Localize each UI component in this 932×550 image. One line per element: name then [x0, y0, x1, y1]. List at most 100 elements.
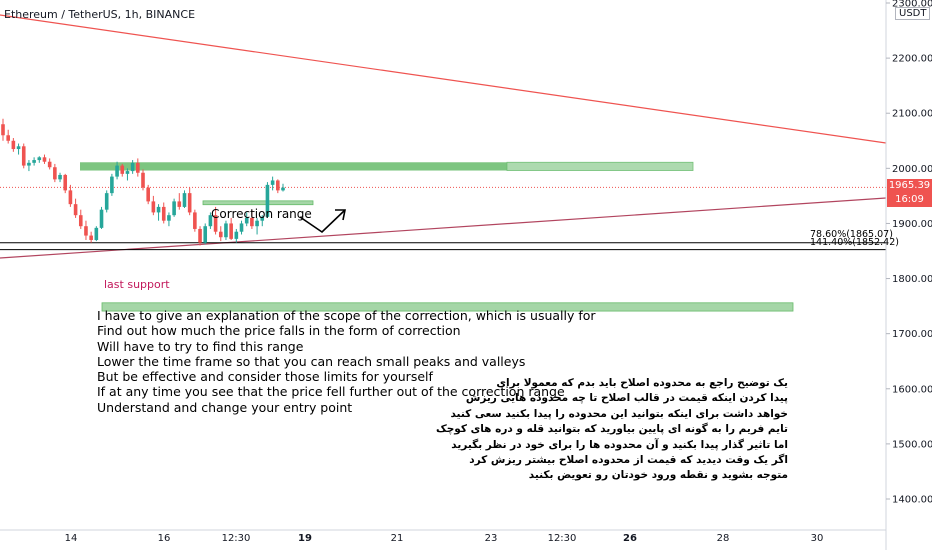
y-tick-label: 2100.00: [892, 109, 932, 120]
candle-body: [6, 135, 10, 141]
candle-body: [213, 215, 218, 232]
bar-countdown-tag: 16:09: [887, 193, 932, 207]
last-price-tag: 1965.39: [887, 179, 932, 193]
candle-body: [203, 226, 208, 243]
candle-body: [130, 162, 135, 172]
candle-body: [161, 206, 166, 221]
candle-body: [255, 220, 259, 227]
candle: [229, 217, 233, 240]
candle-body: [94, 227, 99, 240]
candle: [84, 220, 88, 240]
candle-body: [198, 228, 202, 243]
candle: [208, 212, 213, 229]
candle-body: [84, 226, 88, 236]
support-zone: [101, 302, 794, 312]
candle: [177, 193, 182, 210]
candle: [11, 138, 16, 152]
candle: [182, 190, 187, 209]
y-tick-label: 2000.00: [892, 164, 932, 175]
annotation-line-fa: متوجه بشوید و نقطه ورود خودتان رو تعویض …: [528, 469, 788, 482]
candle: [167, 212, 171, 227]
candle-body: [276, 180, 280, 191]
candle: [130, 160, 135, 174]
candle: [218, 226, 223, 242]
candle: [37, 156, 42, 163]
candle-body: [136, 162, 140, 173]
y-tick-label: 1400.00: [892, 495, 932, 506]
annotation-line-fa: خواهد داشت برای اینکه بتوانید این محدوده…: [450, 407, 788, 420]
candle: [120, 163, 125, 177]
candle: [21, 143, 26, 169]
candles-layer: [1, 118, 285, 246]
candle-body: [89, 235, 93, 240]
annotation-line-fa: اما تاثیر گذار پیدا بکنید و آن محدوده ها…: [451, 438, 788, 451]
candle: [115, 161, 119, 180]
candle-body: [281, 187, 285, 191]
candle-body: [146, 187, 150, 202]
candle: [42, 154, 47, 164]
x-tick-label: 28: [717, 533, 730, 544]
candle: [203, 223, 208, 245]
candle: [213, 206, 218, 235]
fib-1414-label: 141.40%(1852.42): [810, 237, 899, 248]
x-tick-label: 12:30: [548, 533, 577, 544]
fib-786-label: 78.60%(1865.07): [810, 229, 893, 240]
candle: [250, 209, 254, 229]
annotation-line: Find out how much the price falls in the…: [97, 323, 461, 339]
candle-body: [32, 160, 36, 163]
candle: [224, 220, 228, 240]
candle: [27, 160, 31, 172]
candle: [89, 231, 93, 243]
candle: [172, 198, 176, 217]
candle-body: [156, 206, 161, 213]
x-tick-label: 16: [158, 533, 171, 544]
resistance-zone: [80, 162, 507, 171]
lines-layer: [0, 14, 887, 259]
candle-body: [53, 167, 57, 180]
resistance-zone-extension: [506, 161, 694, 171]
candle-body: [120, 165, 125, 174]
candle: [234, 228, 239, 243]
candle-body: [260, 216, 265, 221]
candle-body: [229, 223, 233, 239]
annotation-line-fa: تایم فریم را به گونه ای پایین بیاورید که…: [435, 423, 788, 436]
candle-body: [42, 157, 47, 162]
candle-body: [224, 223, 228, 238]
candle-body: [1, 124, 5, 136]
y-tick-label: 1700.00: [892, 329, 932, 340]
y-tick-label: 1500.00: [892, 439, 932, 450]
candle: [151, 195, 156, 216]
annotation-line: If at any time you see that the price fe…: [97, 384, 565, 400]
x-tick-label: 23: [485, 533, 498, 544]
candle: [6, 129, 10, 144]
candle: [244, 212, 249, 227]
candle: [104, 190, 109, 213]
x-tick-label: 30: [811, 533, 824, 544]
candle: [198, 226, 202, 246]
candle: [73, 198, 78, 218]
candle-body: [99, 209, 104, 228]
candle-body: [78, 215, 83, 227]
candle: [63, 173, 68, 194]
candle: [58, 172, 62, 183]
currency-unit-badge[interactable]: USDT: [895, 7, 931, 20]
candle-body: [167, 215, 171, 221]
candle: [16, 143, 21, 155]
candle-body: [187, 193, 192, 213]
candle: [125, 168, 130, 181]
candle-body: [244, 217, 249, 224]
candle-body: [58, 174, 62, 180]
candle: [68, 184, 73, 207]
candle: [1, 118, 5, 141]
y-tick-label: 1900.00: [892, 219, 932, 230]
candle-body: [110, 176, 114, 194]
candle-body: [208, 215, 213, 227]
y-tick-label: 2300.00: [892, 0, 932, 10]
annotation-line-fa: پیدا کردن اینکه قیمت در قالب اصلاح تا چه…: [465, 392, 788, 405]
candle-body: [250, 217, 254, 227]
candle-body: [239, 223, 244, 232]
candle: [161, 202, 166, 224]
candle: [193, 209, 197, 232]
candle: [276, 179, 280, 194]
